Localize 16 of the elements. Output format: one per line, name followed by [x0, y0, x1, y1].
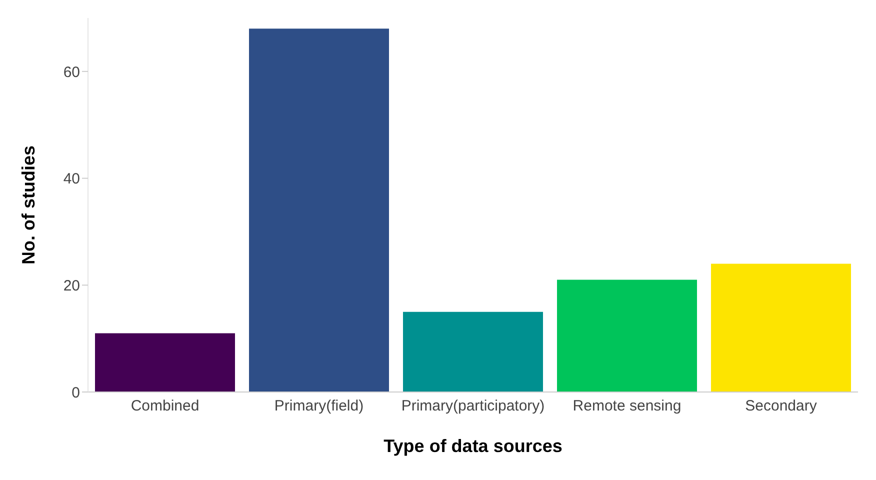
x-tick-label: Remote sensing	[572, 398, 682, 415]
x-tick-label: Secondary	[745, 398, 818, 415]
y-tick-label: 20	[63, 277, 80, 294]
x-tick-label: Combined	[130, 398, 200, 415]
y-tick-label: 60	[63, 64, 80, 81]
y-tick-label: 40	[63, 170, 80, 188]
bar	[403, 312, 543, 392]
x-tick-label: Primary(participatory)	[401, 398, 545, 415]
x-axis-title: Type of data sources	[384, 436, 562, 456]
y-axis-title: No. of studies	[18, 145, 38, 265]
bar	[557, 280, 697, 392]
x-tick-label: Primary(field)	[274, 398, 364, 415]
y-tick-label: 0	[72, 384, 80, 402]
bar	[95, 333, 235, 392]
bar	[711, 264, 851, 392]
bar	[249, 28, 389, 392]
